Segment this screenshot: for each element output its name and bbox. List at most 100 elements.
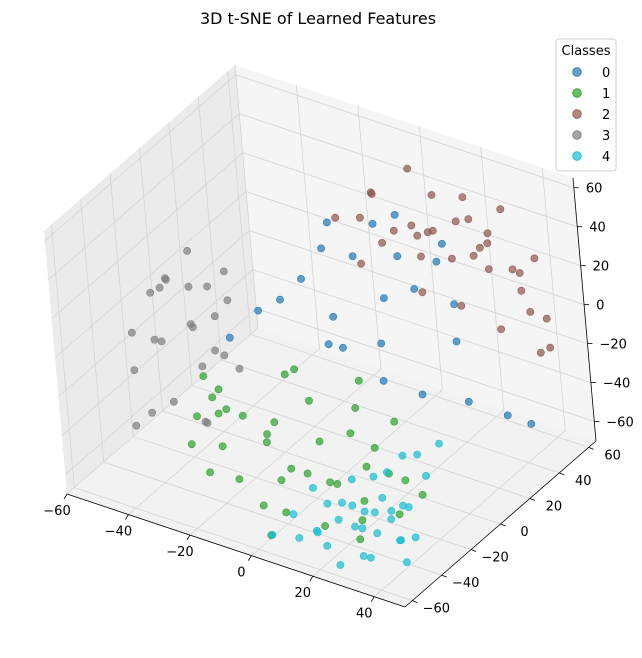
data-point xyxy=(208,393,217,402)
data-point xyxy=(370,443,379,452)
data-point xyxy=(263,430,271,438)
legend-label: 4 xyxy=(602,150,610,165)
data-point xyxy=(393,252,402,261)
z-axis-line xyxy=(572,177,597,442)
data-point xyxy=(354,376,363,385)
data-point xyxy=(187,440,196,449)
x-tick-mark xyxy=(309,575,314,582)
data-point xyxy=(199,372,208,380)
x-tick-label: −20 xyxy=(166,545,193,560)
legend-label: 3 xyxy=(602,129,610,144)
grid-line-x-back xyxy=(418,126,443,390)
data-point xyxy=(198,362,207,371)
data-point xyxy=(397,536,405,544)
data-point xyxy=(308,483,317,492)
data-point xyxy=(390,210,399,219)
y-tick-label: −40 xyxy=(452,576,479,591)
data-point xyxy=(210,312,219,321)
data-point xyxy=(127,328,136,337)
data-point xyxy=(338,498,346,507)
data-point xyxy=(358,516,367,525)
data-points xyxy=(127,164,555,569)
data-point xyxy=(496,205,505,214)
series-0 xyxy=(225,210,536,428)
data-point xyxy=(483,239,492,248)
data-point xyxy=(238,411,247,420)
data-point xyxy=(370,508,379,517)
grid-line-y-left xyxy=(139,147,163,412)
data-point xyxy=(169,397,178,406)
data-point xyxy=(183,246,191,255)
x-tick-mark xyxy=(125,514,129,520)
data-point xyxy=(407,221,416,230)
grid-line-x-back xyxy=(480,147,505,411)
data-point xyxy=(321,522,329,530)
data-point xyxy=(225,333,234,342)
grid-line-z-back xyxy=(235,74,574,189)
data-point xyxy=(389,226,398,235)
legend-items: 0 1 2 3 4 xyxy=(572,66,610,165)
data-point xyxy=(403,164,412,173)
grid-line-y-floor xyxy=(74,487,413,601)
y-tick-mark xyxy=(500,523,506,527)
grid-line-x-back xyxy=(357,106,382,370)
data-point xyxy=(435,439,443,448)
grid-line-z-back xyxy=(249,230,588,344)
data-point xyxy=(542,314,551,323)
data-point xyxy=(282,508,291,517)
data-point xyxy=(469,251,478,260)
data-point xyxy=(423,228,432,237)
data-point xyxy=(157,337,166,346)
data-point xyxy=(206,468,214,477)
z-tick-label: 40 xyxy=(589,221,606,236)
data-point xyxy=(530,254,539,263)
data-point xyxy=(289,510,298,519)
data-point xyxy=(418,288,427,297)
z-tick-label: −40 xyxy=(603,377,630,392)
grid-line-y-left xyxy=(109,173,134,437)
grid-line-z-left xyxy=(61,269,254,436)
data-point xyxy=(387,507,396,515)
data-point xyxy=(452,337,461,346)
grid-line-x-back xyxy=(296,85,320,349)
x-tick-label: −40 xyxy=(105,525,132,540)
data-point xyxy=(413,231,422,240)
data-point xyxy=(290,365,298,374)
data-point xyxy=(333,480,342,488)
back-pane xyxy=(235,65,596,441)
data-point xyxy=(324,340,333,349)
data-point xyxy=(280,370,289,379)
data-point xyxy=(339,343,347,352)
data-point xyxy=(348,501,357,510)
data-point xyxy=(503,411,512,420)
y-tick-label: 20 xyxy=(546,499,563,514)
data-point xyxy=(184,282,193,291)
data-point xyxy=(417,252,425,261)
data-point xyxy=(323,542,332,550)
data-point xyxy=(475,243,484,252)
x-tick-label: −60 xyxy=(43,504,70,519)
data-point xyxy=(360,507,369,516)
data-point xyxy=(259,501,268,510)
data-point xyxy=(398,451,407,460)
data-point xyxy=(334,515,343,524)
data-point xyxy=(223,296,232,305)
y-tick-label: 60 xyxy=(604,448,621,463)
x-tick-label: 0 xyxy=(237,566,245,581)
legend-title: Classes xyxy=(562,44,611,59)
legend-label: 2 xyxy=(602,108,610,123)
data-point xyxy=(411,533,420,542)
grid-line-x-back xyxy=(234,64,259,329)
y-tick-mark xyxy=(529,498,536,501)
grid-line-z-back xyxy=(252,269,592,383)
legend: Classes 0 1 2 3 4 xyxy=(555,38,617,172)
data-point xyxy=(458,193,467,201)
x-tick-mark xyxy=(186,534,191,541)
grid-line-y-floor xyxy=(221,359,560,474)
data-point xyxy=(348,252,357,261)
chart-title: 3D t-SNE of Learned Features xyxy=(200,9,436,28)
grid-line-y-floor xyxy=(250,334,589,448)
data-point xyxy=(383,468,391,477)
